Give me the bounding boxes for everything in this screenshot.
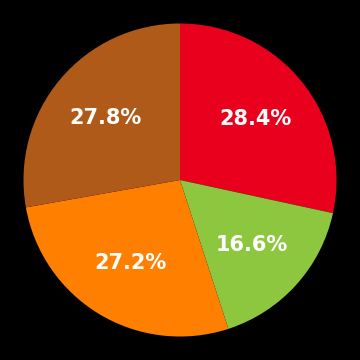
Text: 27.8%: 27.8% bbox=[69, 108, 142, 128]
Wedge shape bbox=[26, 180, 228, 337]
Text: 16.6%: 16.6% bbox=[216, 235, 288, 255]
Wedge shape bbox=[180, 180, 333, 329]
Text: 28.4%: 28.4% bbox=[219, 109, 292, 129]
Wedge shape bbox=[180, 23, 337, 213]
Text: 27.2%: 27.2% bbox=[94, 253, 166, 273]
Wedge shape bbox=[23, 23, 180, 207]
